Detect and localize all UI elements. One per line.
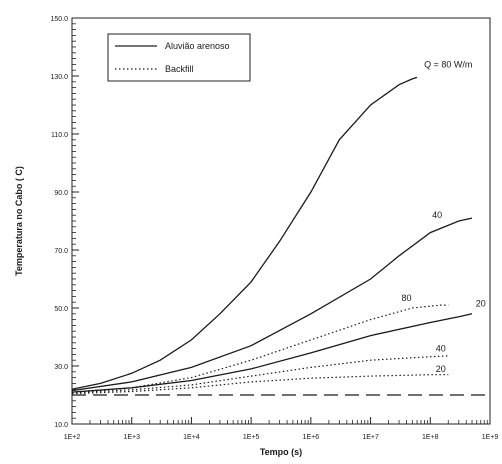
series-solid-q-80-w-m bbox=[71, 76, 418, 390]
curve-label: 40 bbox=[436, 344, 446, 354]
ticks-layer: 1E+2 1E+3 1E+4 1E+5 1E+6 1E+7 1E+8 1E+9 10.0 30.0… bbox=[50, 16, 498, 441]
y-tick-label: 10.0 bbox=[54, 422, 68, 429]
series-solid-40 bbox=[71, 217, 473, 392]
series-layer bbox=[71, 76, 490, 396]
series-dotted-80 bbox=[71, 304, 449, 393]
y-tick-label: 130.0 bbox=[50, 74, 68, 81]
x-tick-label: 1E+9 bbox=[482, 434, 499, 441]
legend-label-aluviao: Aluvião arenoso bbox=[165, 41, 230, 51]
x-tick-label: 1E+7 bbox=[362, 434, 379, 441]
x-tick-label: 1E+5 bbox=[243, 434, 260, 441]
y-tick-label: 30.0 bbox=[54, 364, 68, 371]
legend-box bbox=[107, 33, 251, 82]
annotations-layer: Q = 80 W/m 40 80 20 40 20 bbox=[402, 59, 486, 374]
y-tick-label: 70.0 bbox=[54, 248, 68, 255]
series-solid-20 bbox=[71, 313, 473, 393]
y-tick-label: 50.0 bbox=[54, 306, 68, 313]
x-tick-label: 1E+6 bbox=[303, 434, 320, 441]
legend: Aluvião arenoso Backfill bbox=[107, 33, 251, 82]
y-axis-title: Temperatura no Cabo ( C) bbox=[14, 166, 24, 276]
curve-label: 40 bbox=[432, 210, 442, 220]
y-tick-label: 150.0 bbox=[50, 16, 68, 23]
x-tick-label: 1E+8 bbox=[422, 434, 439, 441]
series-dotted-20 bbox=[71, 374, 449, 395]
x-tick-label: 1E+3 bbox=[123, 434, 140, 441]
x-axis-title: Tempo (s) bbox=[260, 447, 302, 457]
y-tick-label: 110.0 bbox=[51, 132, 68, 139]
curve-label: 80 bbox=[402, 293, 412, 303]
x-tick-label: 1E+2 bbox=[64, 434, 81, 441]
y-tick-label: 90.0 bbox=[54, 190, 68, 197]
legend-label-backfill: Backfill bbox=[165, 64, 194, 74]
x-tick-label: 1E+4 bbox=[183, 434, 200, 441]
curve-label: Q = 80 W/m bbox=[424, 59, 472, 69]
curve-label: 20 bbox=[476, 299, 486, 309]
curve-label: 20 bbox=[436, 364, 446, 374]
